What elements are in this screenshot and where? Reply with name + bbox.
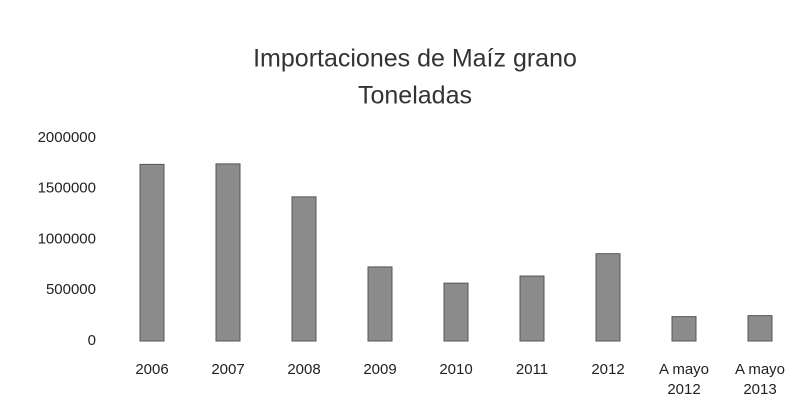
- x-tick-label: 2007: [211, 361, 245, 378]
- bar: [443, 282, 469, 342]
- y-tick-label: 1000000: [38, 230, 96, 247]
- bar: [215, 163, 241, 342]
- x-tick-label: 2006: [135, 361, 169, 378]
- x-tick-label: 2010: [439, 361, 473, 378]
- x-tick-label: 2012: [591, 361, 625, 378]
- y-tick-label: 500000: [46, 281, 96, 298]
- x-tick-label: A mayo 2013: [734, 361, 786, 398]
- y-tick-label: 1500000: [38, 180, 96, 197]
- y-tick-label: 0: [88, 332, 96, 349]
- y-tick-label: 2000000: [38, 129, 96, 146]
- x-tick-label: 2009: [363, 361, 397, 378]
- bar: [519, 275, 545, 342]
- bar: [671, 316, 697, 342]
- chart-subtitle: Toneladas: [358, 82, 472, 110]
- bar: [595, 253, 621, 342]
- bar: [291, 196, 317, 342]
- chart-title: Importaciones de Maíz grano: [253, 45, 577, 73]
- x-tick-label: 2011: [515, 361, 549, 378]
- bar: [367, 266, 393, 342]
- x-tick-label: A mayo 2012: [658, 361, 710, 398]
- bar: [747, 315, 773, 342]
- bar: [139, 163, 165, 342]
- x-tick-label: 2008: [287, 361, 321, 378]
